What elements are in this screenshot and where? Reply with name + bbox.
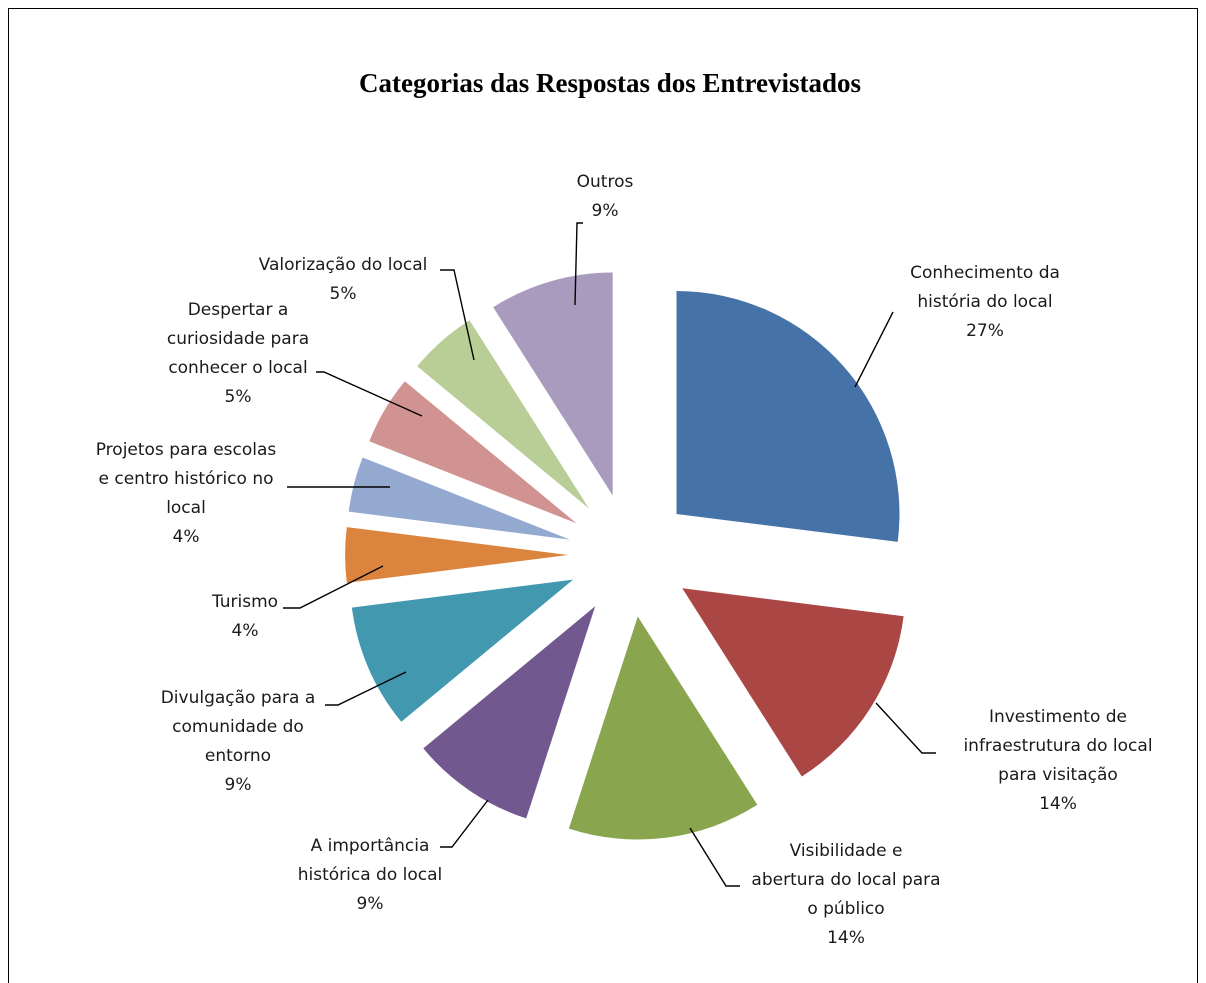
slice-percent: 9% <box>357 894 384 914</box>
slice-label-line: Turismo <box>211 592 278 612</box>
leader-line <box>440 269 475 361</box>
slice-label: Outros 9% <box>577 172 634 221</box>
pie-slice <box>676 291 900 542</box>
slice-label-line: o público <box>807 899 884 919</box>
slice-label: Divulgação para a comunidade do entorno 9% <box>161 688 316 795</box>
leader-line <box>875 702 936 754</box>
slice-label-line: local <box>166 498 206 518</box>
pie-slice <box>423 606 596 819</box>
slice-percent: 5% <box>330 284 357 304</box>
slice-label-line: comunidade do <box>172 717 304 737</box>
slice-label-line: Valorização do local <box>259 255 428 275</box>
chart-title: Categorias das Respostas dos Entrevistad… <box>358 68 862 98</box>
slice-label: Visibilidade e abertura do local para o pú… <box>751 841 940 948</box>
leader-line <box>440 799 489 848</box>
slice-percent: 9% <box>225 775 252 795</box>
slice-label: A importância histórica do local 9% <box>298 836 443 914</box>
slice-label: Valorização do local 5% <box>259 255 428 304</box>
pie-slice <box>348 457 570 540</box>
slice-label: Conhecimento da história do local 27% <box>910 263 1060 341</box>
slice-label-line: Investimento de <box>989 707 1127 727</box>
slice-label-line: história do local <box>917 292 1052 312</box>
slice-label-line: Visibilidade e <box>790 841 903 861</box>
leader-line <box>316 371 423 417</box>
slice-label-line: e centro histórico no <box>99 469 274 489</box>
slice-percent: 4% <box>173 527 200 547</box>
slice-label: Despertar a curiosidade para conhecer o lo… <box>167 300 309 407</box>
slice-label-line: Divulgação para a <box>161 688 316 708</box>
leader-line <box>283 565 384 609</box>
slice-percent: 14% <box>827 928 865 948</box>
slice-percent: 27% <box>966 321 1004 341</box>
slice-label-line: Despertar a <box>188 300 289 320</box>
slice-label-line: Outros <box>577 172 634 192</box>
pie-slice <box>351 579 574 722</box>
slice-percent: 9% <box>592 201 619 221</box>
slice-label: Turismo 4% <box>211 592 278 641</box>
leader-line <box>689 827 740 887</box>
pie-slice <box>345 527 568 583</box>
slice-label-line: curiosidade para <box>167 329 309 349</box>
slice-label-line: infraestrutura do local <box>963 736 1152 756</box>
slice-label-line: A importância <box>311 836 430 856</box>
slice-label-line: conhecer o local <box>168 358 307 378</box>
slice-label-line: abertura do local para <box>751 870 940 890</box>
pie-slice <box>682 588 904 777</box>
slice-label: Investimento de infraestrutura do local pa… <box>963 707 1152 814</box>
leader-line <box>574 222 583 306</box>
leader-line <box>325 671 407 706</box>
slice-label-line: para visitação <box>998 765 1118 785</box>
leader-line <box>854 311 894 388</box>
slice-percent: 14% <box>1039 794 1077 814</box>
slice-label-line: entorno <box>205 746 271 766</box>
slice-label-line: Projetos para escolas <box>96 440 277 460</box>
pie-slice <box>369 381 577 524</box>
pie-slice <box>417 320 589 509</box>
slice-label: Projetos para escolas e centro histórico … <box>96 440 277 547</box>
slice-label-line: Conhecimento da <box>910 263 1060 283</box>
pie-slice <box>568 616 758 840</box>
slice-percent: 5% <box>225 387 252 407</box>
slice-label-line: histórica do local <box>298 865 443 885</box>
slice-percent: 4% <box>232 621 259 641</box>
pie-slice <box>493 272 613 496</box>
